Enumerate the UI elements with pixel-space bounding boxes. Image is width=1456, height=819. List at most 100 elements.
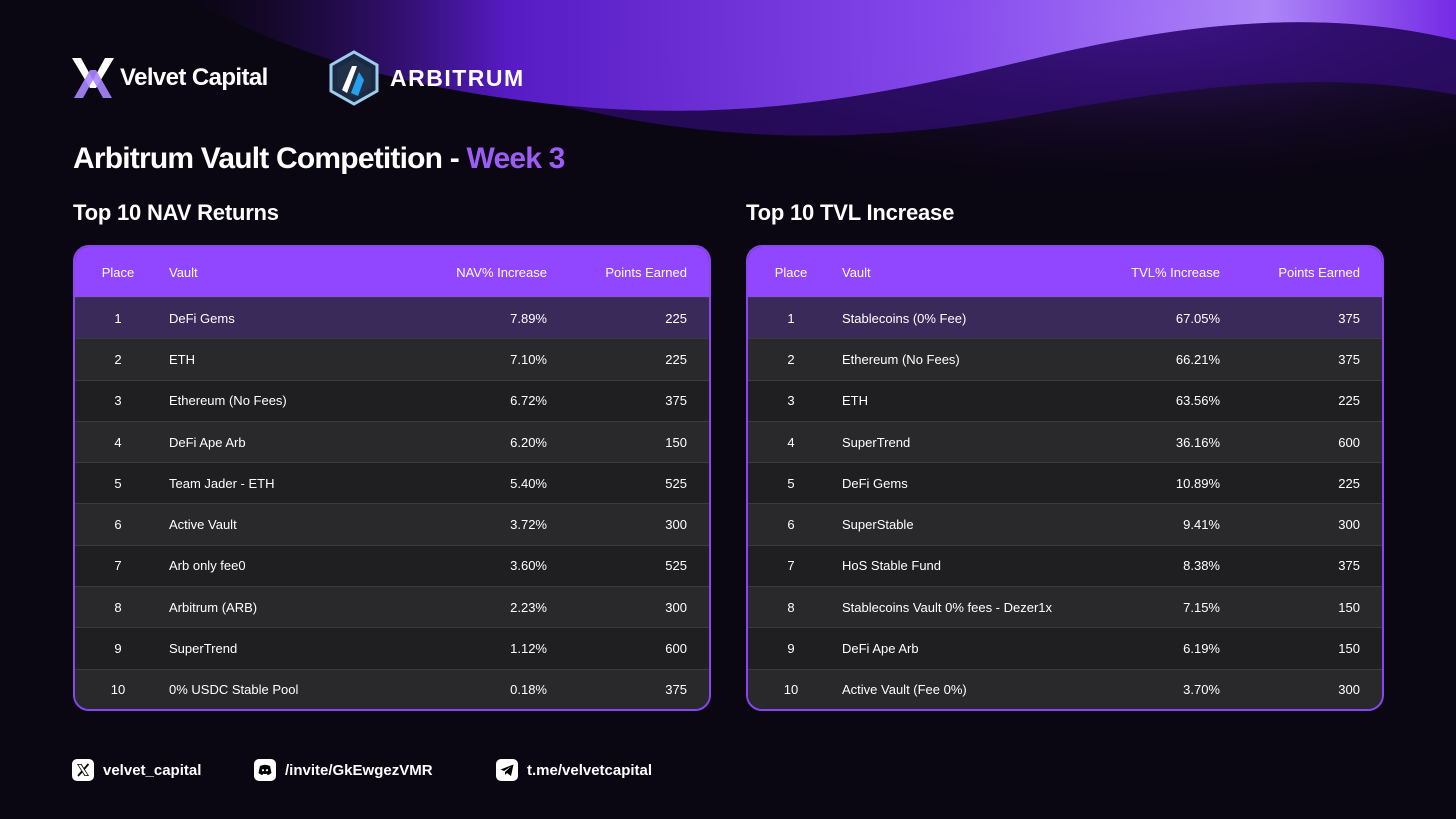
table-row: 10 0% USDC Stable Pool 0.18% 375 xyxy=(75,668,709,709)
table-row: 9 SuperTrend 1.12% 600 xyxy=(75,627,709,669)
tvl-increase-table: Place Vault TVL% Increase Points Earned … xyxy=(746,245,1384,711)
increase-cell: 6.19% xyxy=(1183,641,1220,657)
points-cell: 375 xyxy=(1338,558,1360,574)
place-cell: 9 xyxy=(787,641,795,657)
table-header: Place Vault TVL% Increase Points Earned xyxy=(748,247,1382,297)
increase-cell: 66.21% xyxy=(1175,351,1220,367)
place-cell: 10 xyxy=(783,682,799,698)
table-row: 5 DeFi Gems 10.89% 225 xyxy=(748,462,1382,504)
discord-link[interactable]: /invite/GkEwgezVMR xyxy=(254,759,433,781)
points-cell: 600 xyxy=(1338,434,1360,450)
increase-cell: 7.15% xyxy=(1183,599,1220,615)
table-row: 8 Stablecoins Vault 0% fees - Dezer1x 7.15… xyxy=(748,586,1382,628)
place-cell: 7 xyxy=(787,558,795,574)
arbitrum-logo: ARBITRUM xyxy=(328,50,525,106)
x-icon xyxy=(72,759,94,781)
increase-cell: 3.60% xyxy=(510,558,547,574)
points-cell: 225 xyxy=(665,351,687,367)
points-cell: 375 xyxy=(1338,310,1360,326)
table-body: 1 DeFi Gems 7.89% 225 2 ETH 7.10% 225 3 Ethereum … xyxy=(75,297,709,709)
increase-cell: 6.20% xyxy=(510,434,547,450)
table-row: 10 Active Vault (Fee 0%) 3.70% 300 xyxy=(748,668,1382,709)
telegram-link-text: t.me/velvetcapital xyxy=(527,761,653,779)
increase-cell: 5.40% xyxy=(510,475,547,491)
x-link[interactable]: velvet_capital xyxy=(72,759,201,781)
discord-icon xyxy=(254,759,276,781)
table-row: 3 ETH 63.56% 225 xyxy=(748,379,1382,421)
vault-cell: DeFi Gems xyxy=(169,310,235,326)
place-cell: 9 xyxy=(114,641,122,657)
table-row: 8 Arbitrum (ARB) 2.23% 300 xyxy=(75,586,709,628)
increase-cell: 67.05% xyxy=(1175,310,1220,326)
nav-returns-table: Place Vault NAV% Increase Points Earned … xyxy=(73,245,711,711)
place-cell: 4 xyxy=(787,434,795,450)
tvl-section-title: Top 10 TVL Increase xyxy=(746,200,955,225)
increase-cell: 36.16% xyxy=(1175,434,1220,450)
vault-cell: SuperStable xyxy=(842,517,914,533)
telegram-link[interactable]: t.me/velvetcapital xyxy=(496,759,652,781)
points-cell: 525 xyxy=(665,475,687,491)
title-week: Week 3 xyxy=(466,142,565,175)
vault-cell: SuperTrend xyxy=(842,434,911,450)
place-cell: 2 xyxy=(787,351,795,367)
vault-cell: ETH xyxy=(842,393,868,409)
vault-cell: Stablecoins Vault 0% fees - Dezer1x xyxy=(842,599,1053,615)
vault-cell: DeFi Ape Arb xyxy=(842,641,919,657)
increase-cell: 7.10% xyxy=(510,351,547,367)
table-row: 4 SuperTrend 36.16% 600 xyxy=(748,420,1382,463)
vault-cell: Active Vault xyxy=(169,517,237,533)
title-main: Arbitrum Vault Competition - xyxy=(73,142,467,175)
vault-cell: Ethereum (No Fees) xyxy=(842,351,960,367)
table-row: 1 DeFi Gems 7.89% 225 xyxy=(75,297,709,339)
place-cell: 5 xyxy=(787,475,795,491)
increase-cell: 6.72% xyxy=(510,393,547,409)
table-row: 1 Stablecoins (0% Fee) 67.05% 375 xyxy=(748,297,1382,339)
table-row: 2 Ethereum (No Fees) 66.21% 375 xyxy=(748,338,1382,380)
table-row: 6 Active Vault 3.72% 300 xyxy=(75,503,709,545)
table-header: Place Vault NAV% Increase Points Earned xyxy=(75,247,709,297)
vault-cell: Active Vault (Fee 0%) xyxy=(842,682,967,698)
points-cell: 375 xyxy=(1338,351,1360,367)
points-cell: 150 xyxy=(1338,599,1360,615)
col-place: Place xyxy=(101,264,135,280)
points-cell: 300 xyxy=(665,517,687,533)
place-cell: 2 xyxy=(114,351,122,367)
vault-cell: DeFi Ape Arb xyxy=(169,434,246,450)
points-cell: 300 xyxy=(1338,517,1360,533)
increase-cell: 7.89% xyxy=(510,310,547,326)
increase-cell: 0.18% xyxy=(510,682,547,698)
vault-cell: 0% USDC Stable Pool xyxy=(169,682,299,698)
table-row: 7 Arb only fee0 3.60% 525 xyxy=(75,544,709,587)
velvet-name: Velvet Capital xyxy=(120,64,268,91)
table-row: 4 DeFi Ape Arb 6.20% 150 xyxy=(75,420,709,463)
table-row: 5 Team Jader - ETH 5.40% 525 xyxy=(75,462,709,504)
velvet-logo: Velvet Capital xyxy=(72,56,268,100)
place-cell: 1 xyxy=(114,310,122,326)
place-cell: 6 xyxy=(114,517,122,533)
points-cell: 300 xyxy=(1338,682,1360,698)
vault-cell: HoS Stable Fund xyxy=(842,558,942,574)
increase-cell: 10.89% xyxy=(1175,475,1220,491)
telegram-icon xyxy=(496,759,518,781)
table-row: 7 HoS Stable Fund 8.38% 375 xyxy=(748,544,1382,587)
points-cell: 300 xyxy=(665,599,687,615)
table-row: 3 Ethereum (No Fees) 6.72% 375 xyxy=(75,379,709,421)
place-cell: 3 xyxy=(114,393,122,409)
place-cell: 10 xyxy=(110,682,126,698)
col-place: Place xyxy=(774,264,808,280)
points-cell: 225 xyxy=(1338,475,1360,491)
table-row: 9 DeFi Ape Arb 6.19% 150 xyxy=(748,627,1382,669)
points-cell: 150 xyxy=(665,434,687,450)
vault-cell: Team Jader - ETH xyxy=(169,475,275,491)
increase-cell: 3.72% xyxy=(510,517,547,533)
vault-cell: Ethereum (No Fees) xyxy=(169,393,287,409)
table-body: 1 Stablecoins (0% Fee) 67.05% 375 2 Ethereum … xyxy=(748,297,1382,709)
points-cell: 375 xyxy=(665,682,687,698)
place-cell: 4 xyxy=(114,434,122,450)
vault-cell: Arbitrum (ARB) xyxy=(169,599,258,615)
x-handle: velvet_capital xyxy=(103,761,202,779)
vault-cell: ETH xyxy=(169,351,195,367)
vault-cell: Arb only fee0 xyxy=(169,558,246,574)
col-nav-increase: NAV% Increase xyxy=(456,264,547,280)
